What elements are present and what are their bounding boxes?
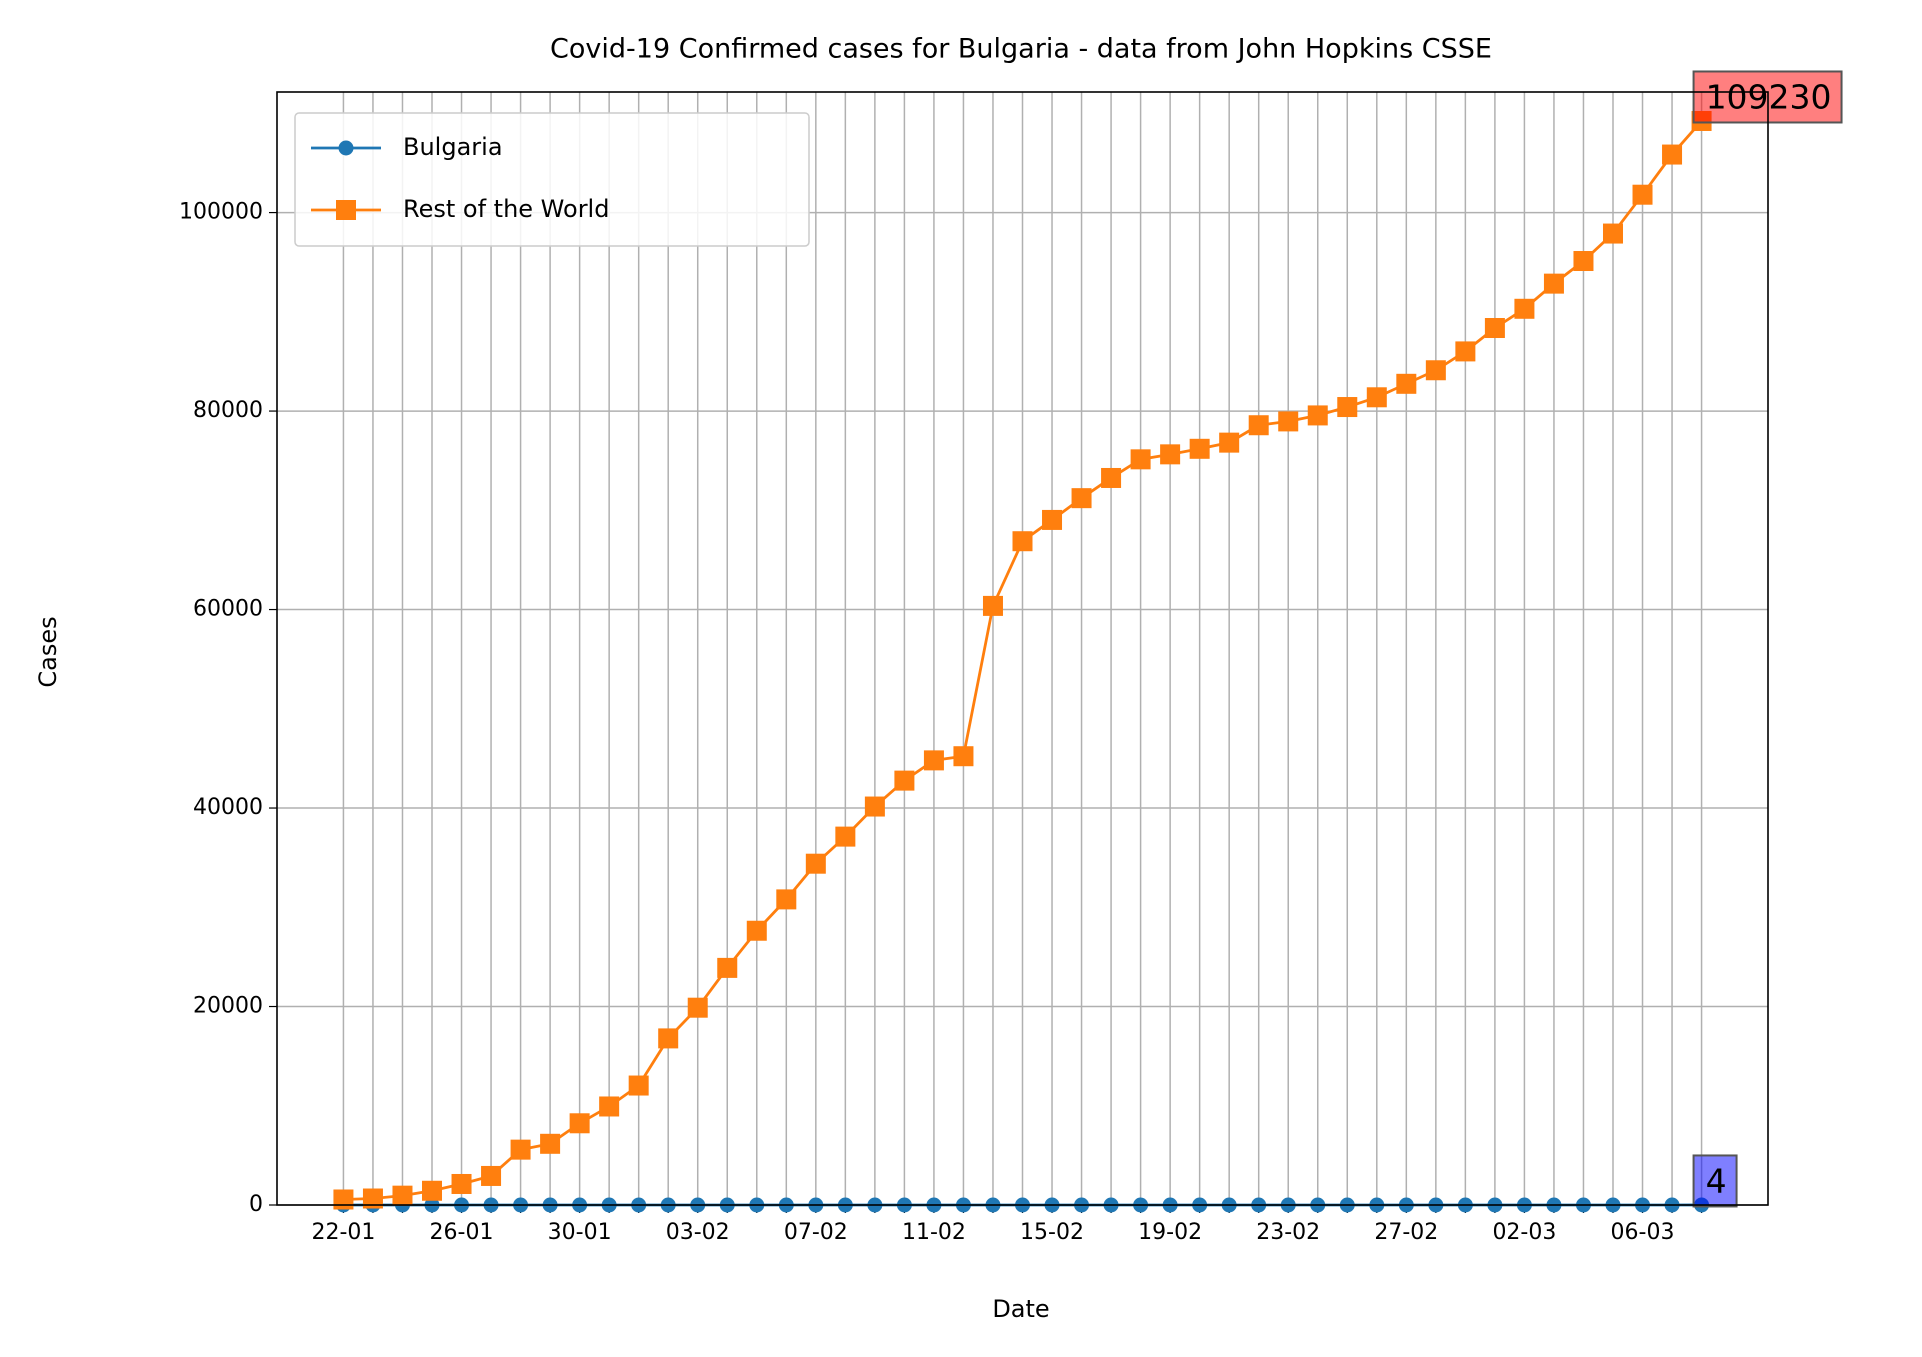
annotation-text: 4 bbox=[1706, 1161, 1727, 1200]
marker bbox=[599, 1096, 620, 1117]
marker bbox=[864, 796, 885, 817]
marker bbox=[1278, 411, 1299, 432]
marker bbox=[1248, 415, 1269, 436]
marker bbox=[1130, 449, 1151, 470]
x-tick-label: 30-01 bbox=[548, 1220, 612, 1245]
marker bbox=[1484, 318, 1505, 339]
marker bbox=[1101, 467, 1122, 488]
marker bbox=[776, 889, 797, 910]
marker bbox=[923, 750, 944, 771]
annotation-box bbox=[1692, 1154, 1738, 1208]
marker bbox=[658, 1028, 679, 1049]
legend-label: Rest of the World bbox=[403, 195, 609, 223]
legend-label: Bulgaria bbox=[403, 133, 503, 161]
marker bbox=[1662, 144, 1683, 165]
y-tick-label: 100000 bbox=[179, 200, 263, 225]
x-tick-label: 11-02 bbox=[902, 1220, 966, 1245]
marker bbox=[746, 920, 767, 941]
marker bbox=[1219, 432, 1240, 453]
marker bbox=[953, 746, 974, 767]
marker bbox=[628, 1075, 649, 1096]
marker bbox=[1602, 223, 1623, 244]
marker bbox=[1366, 387, 1387, 408]
x-tick-label: 23-02 bbox=[1256, 1220, 1320, 1245]
marker bbox=[1425, 360, 1446, 381]
x-tick-label: 03-02 bbox=[666, 1220, 730, 1245]
y-tick-label: 40000 bbox=[193, 795, 263, 820]
marker bbox=[1396, 373, 1417, 394]
legend-marker bbox=[338, 140, 354, 156]
marker bbox=[1042, 509, 1063, 530]
marker bbox=[1160, 444, 1181, 465]
y-tick-label: 80000 bbox=[193, 398, 263, 423]
marker bbox=[1514, 298, 1535, 319]
plot-frame bbox=[276, 91, 1769, 1206]
marker bbox=[1632, 184, 1653, 205]
annotation: 4 bbox=[1692, 1154, 1738, 1208]
marker bbox=[1543, 273, 1564, 294]
marker bbox=[451, 1173, 472, 1194]
marker bbox=[687, 997, 708, 1018]
x-tick-label: 19-02 bbox=[1138, 1220, 1202, 1245]
marker bbox=[1012, 531, 1033, 552]
marker bbox=[717, 957, 738, 978]
x-tick-label: 07-02 bbox=[784, 1220, 848, 1245]
marker bbox=[805, 853, 826, 874]
marker bbox=[422, 1180, 443, 1201]
marker bbox=[1337, 397, 1358, 418]
y-tick-label: 0 bbox=[249, 1192, 263, 1217]
marker bbox=[1189, 438, 1210, 459]
x-tick-label: 02-03 bbox=[1492, 1220, 1556, 1245]
y-tick-label: 20000 bbox=[193, 994, 263, 1019]
marker bbox=[1573, 251, 1594, 272]
marker bbox=[835, 826, 856, 847]
legend-box bbox=[294, 112, 810, 247]
marker bbox=[982, 595, 1003, 616]
marker bbox=[392, 1185, 413, 1206]
marker bbox=[569, 1113, 590, 1134]
x-tick-label: 22-01 bbox=[311, 1220, 375, 1245]
marker bbox=[1071, 488, 1092, 509]
x-tick-label: 15-02 bbox=[1020, 1220, 1084, 1245]
marker bbox=[1455, 341, 1476, 362]
chart-title: Covid-19 Confirmed cases for Bulgaria - … bbox=[550, 34, 1492, 65]
marker bbox=[481, 1165, 502, 1186]
y-axis-label: Cases bbox=[34, 616, 62, 687]
marker bbox=[540, 1133, 561, 1154]
x-tick-label: 26-01 bbox=[430, 1220, 494, 1245]
x-tick-label: 06-03 bbox=[1611, 1220, 1675, 1245]
marker bbox=[1307, 405, 1328, 426]
marker bbox=[894, 770, 915, 791]
marker bbox=[510, 1139, 531, 1160]
y-tick-label: 60000 bbox=[193, 597, 263, 622]
x-axis-label: Date bbox=[992, 1295, 1049, 1323]
marker bbox=[362, 1188, 383, 1209]
x-tick-label: 27-02 bbox=[1374, 1220, 1438, 1245]
marker bbox=[333, 1189, 354, 1210]
legend-marker bbox=[336, 200, 356, 220]
